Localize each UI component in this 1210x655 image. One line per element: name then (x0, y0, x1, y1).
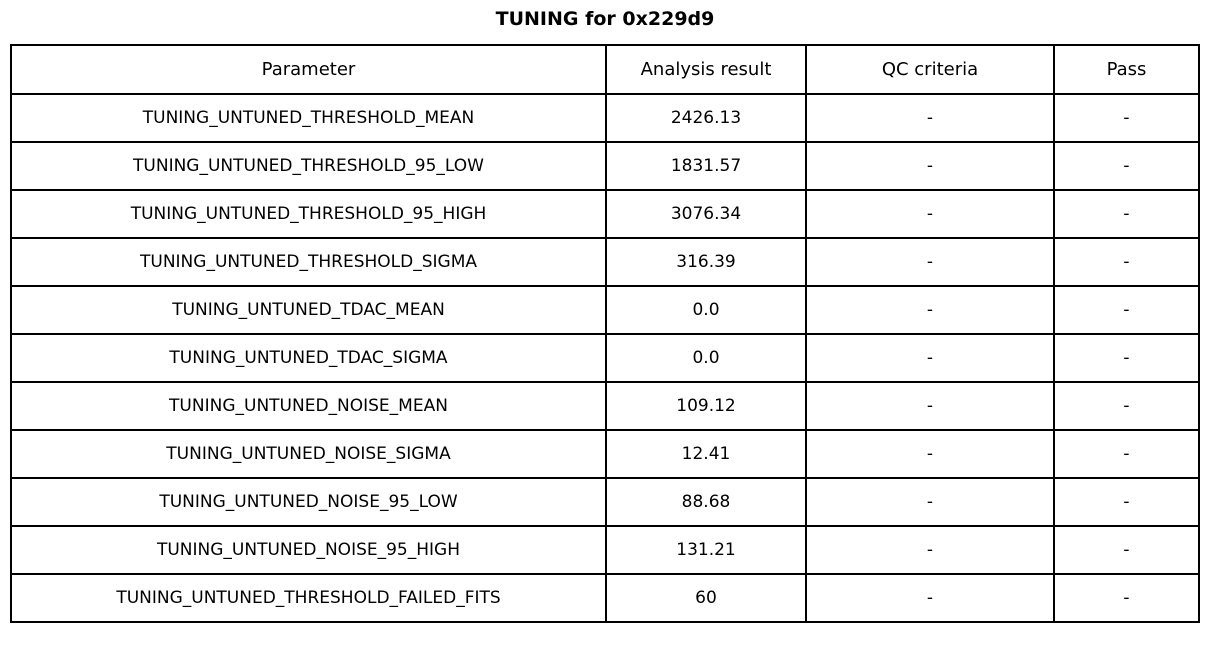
value-cell: 2426.13 (605, 93, 807, 143)
column-header: QC criteria (805, 44, 1055, 95)
table-header: Parameter Analysis result QC criteria Pass (10, 44, 1200, 95)
table-row: TUNING_UNTUNED_NOISE_SIGMA 12.41- - (10, 429, 1200, 479)
value-cell: - (1053, 477, 1200, 527)
value-cell: - (805, 429, 1055, 479)
table-row: TUNING_UNTUNED_NOISE_MEAN 109.12- - (10, 381, 1200, 431)
parameter-cell: TUNING_UNTUNED_NOISE_95_LOW (10, 477, 607, 527)
value-cell: - (1053, 141, 1200, 191)
parameter-cell: TUNING_UNTUNED_TDAC_MEAN (10, 285, 607, 335)
column-header: Parameter (10, 44, 607, 95)
parameter-cell: TUNING_UNTUNED_THRESHOLD_FAILED_FITS (10, 573, 607, 623)
value-cell: - (1053, 189, 1200, 239)
page-title: TUNING for 0x229d9 (495, 8, 715, 30)
value-cell: - (1053, 573, 1200, 623)
table-row: TUNING_UNTUNED_NOISE_95_HIGH 131.21- - (10, 525, 1200, 575)
value-cell: - (805, 285, 1055, 335)
parameter-cell: TUNING_UNTUNED_THRESHOLD_95_HIGH (10, 189, 607, 239)
table-row: TUNING_UNTUNED_THRESHOLD_MEAN 2426.13- - (10, 93, 1200, 143)
table-row: TUNING_UNTUNED_THRESHOLD_FAILED_FITS 60- - (10, 573, 1200, 623)
parameter-cell: TUNING_UNTUNED_TDAC_SIGMA (10, 333, 607, 383)
value-cell: - (805, 333, 1055, 383)
table-row: TUNING_UNTUNED_NOISE_95_LOW 88.68- - (10, 477, 1200, 527)
parameter-cell: TUNING_UNTUNED_NOISE_95_HIGH (10, 525, 607, 575)
table-row: TUNING_UNTUNED_THRESHOLD_95_LOW 1831.57- - (10, 141, 1200, 191)
value-cell: 131.21 (605, 525, 807, 575)
value-cell: 0.0 (605, 333, 807, 383)
table-header-row: Parameter Analysis result QC criteria Pass (10, 44, 1200, 95)
column-header: Analysis result (605, 44, 807, 95)
value-cell: - (805, 381, 1055, 431)
value-cell: 3076.34 (605, 189, 807, 239)
value-cell: - (1053, 93, 1200, 143)
value-cell: 88.68 (605, 477, 807, 527)
parameter-cell: TUNING_UNTUNED_NOISE_MEAN (10, 381, 607, 431)
table-row: TUNING_UNTUNED_TDAC_SIGMA 0.0- - (10, 333, 1200, 383)
value-cell: - (805, 237, 1055, 287)
value-cell: - (1053, 333, 1200, 383)
qc-results-table: Parameter Analysis result QC criteria Pass … (10, 44, 1200, 623)
value-cell: - (805, 477, 1055, 527)
value-cell: 60 (605, 573, 807, 623)
value-cell: - (805, 525, 1055, 575)
value-cell: - (1053, 381, 1200, 431)
parameter-cell: TUNING_UNTUNED_THRESHOLD_95_LOW (10, 141, 607, 191)
parameter-cell: TUNING_UNTUNED_THRESHOLD_MEAN (10, 93, 607, 143)
value-cell: 109.12 (605, 381, 807, 431)
value-cell: - (805, 189, 1055, 239)
table-row: TUNING_UNTUNED_TDAC_MEAN 0.0- - (10, 285, 1200, 335)
value-cell: 1831.57 (605, 141, 807, 191)
value-cell: - (1053, 237, 1200, 287)
value-cell: - (1053, 429, 1200, 479)
parameter-cell: TUNING_UNTUNED_NOISE_SIGMA (10, 429, 607, 479)
value-cell: - (1053, 285, 1200, 335)
value-cell: 0.0 (605, 285, 807, 335)
value-cell: 12.41 (605, 429, 807, 479)
value-cell: - (1053, 525, 1200, 575)
value-cell: - (805, 141, 1055, 191)
column-header: Pass (1053, 44, 1200, 95)
value-cell: 316.39 (605, 237, 807, 287)
table-row: TUNING_UNTUNED_THRESHOLD_95_HIGH 3076.34-… (10, 189, 1200, 239)
parameter-cell: TUNING_UNTUNED_THRESHOLD_SIGMA (10, 237, 607, 287)
value-cell: - (805, 573, 1055, 623)
value-cell: - (805, 93, 1055, 143)
table-row: TUNING_UNTUNED_THRESHOLD_SIGMA 316.39- - (10, 237, 1200, 287)
table-body: TUNING_UNTUNED_THRESHOLD_MEAN 2426.13- - TU… (10, 93, 1200, 623)
